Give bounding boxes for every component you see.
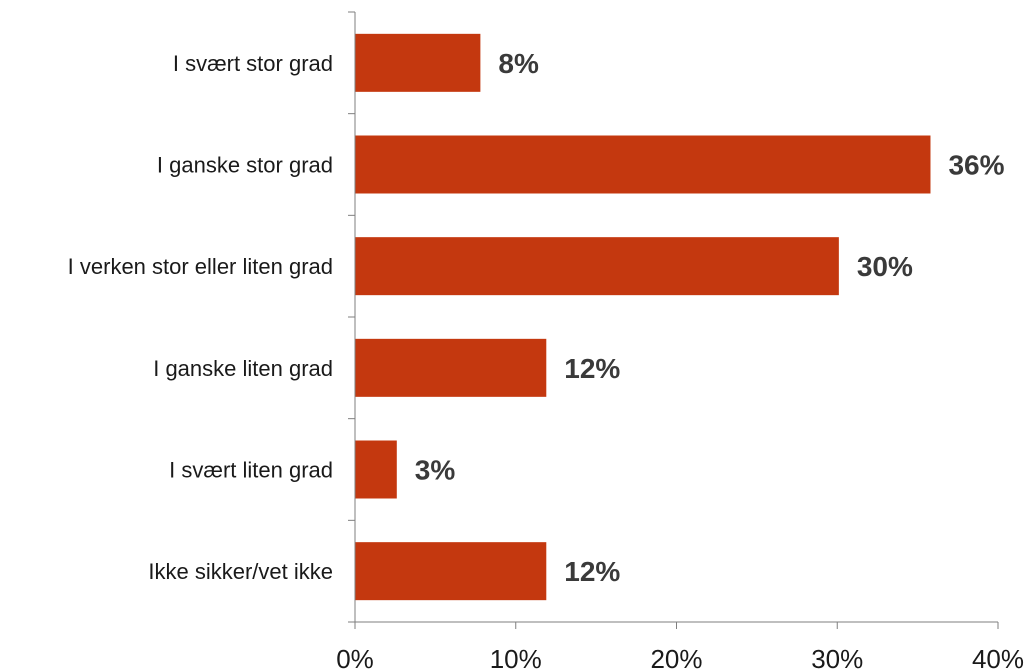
bar-5 (355, 542, 547, 601)
data-label-4: 3% (415, 455, 456, 486)
data-label-1: 36% (948, 150, 1004, 181)
data-label-3: 12% (564, 353, 620, 384)
x-tick-label-4: 40% (972, 644, 1024, 670)
category-label-4: I svært liten grad (169, 458, 333, 483)
bar-1 (355, 135, 931, 194)
x-tick-label-3: 30% (811, 644, 863, 670)
category-label-1: I ganske stor grad (157, 153, 333, 178)
category-label-0: I svært stor grad (173, 51, 333, 76)
bars-layer (355, 33, 931, 601)
bar-2 (355, 237, 839, 296)
labels-layer: I svært stor grad 8% I ganske stor grad 36%… (68, 48, 1024, 670)
data-label-2: 30% (857, 251, 913, 282)
bar-4 (355, 440, 397, 499)
x-tick-label-2: 20% (650, 644, 702, 670)
x-tick-label-0: 0% (336, 644, 374, 670)
x-tick-label-1: 10% (490, 644, 542, 670)
category-label-5: Ikke sikker/vet ikke (148, 559, 333, 584)
data-label-0: 8% (498, 48, 539, 79)
data-label-5: 12% (564, 556, 620, 587)
category-label-2: I verken stor eller liten grad (68, 254, 333, 279)
category-label-3: I ganske liten grad (153, 356, 333, 381)
axis-layer (348, 11, 999, 629)
bar-0 (355, 33, 481, 92)
bar-3 (355, 338, 547, 397)
